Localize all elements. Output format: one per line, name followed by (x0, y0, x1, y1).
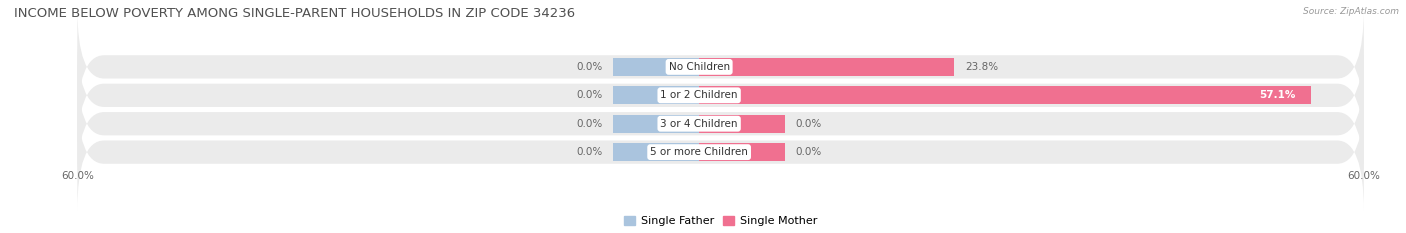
Bar (613, 143, 699, 161)
Text: 0.0%: 0.0% (576, 147, 603, 157)
Text: 57.1%: 57.1% (1258, 90, 1295, 100)
Bar (613, 115, 699, 133)
Text: 23.8%: 23.8% (965, 62, 998, 72)
Text: 0.0%: 0.0% (576, 62, 603, 72)
Text: 0.0%: 0.0% (796, 147, 823, 157)
FancyBboxPatch shape (77, 7, 1364, 126)
Bar (699, 58, 955, 76)
Text: Source: ZipAtlas.com: Source: ZipAtlas.com (1303, 7, 1399, 16)
Bar (613, 86, 699, 104)
Text: INCOME BELOW POVERTY AMONG SINGLE-PARENT HOUSEHOLDS IN ZIP CODE 34236: INCOME BELOW POVERTY AMONG SINGLE-PARENT… (14, 7, 575, 20)
Legend: Single Father, Single Mother: Single Father, Single Mother (624, 216, 817, 226)
FancyBboxPatch shape (77, 93, 1364, 212)
Bar (613, 58, 699, 76)
Text: 0.0%: 0.0% (576, 119, 603, 129)
Text: 0.0%: 0.0% (796, 119, 823, 129)
Bar (699, 115, 785, 133)
Text: 3 or 4 Children: 3 or 4 Children (661, 119, 738, 129)
Text: 5 or more Children: 5 or more Children (650, 147, 748, 157)
FancyBboxPatch shape (77, 64, 1364, 183)
Text: 1 or 2 Children: 1 or 2 Children (661, 90, 738, 100)
FancyBboxPatch shape (77, 36, 1364, 155)
Text: No Children: No Children (669, 62, 730, 72)
Bar (699, 143, 785, 161)
Text: 0.0%: 0.0% (576, 90, 603, 100)
Bar (699, 86, 1312, 104)
